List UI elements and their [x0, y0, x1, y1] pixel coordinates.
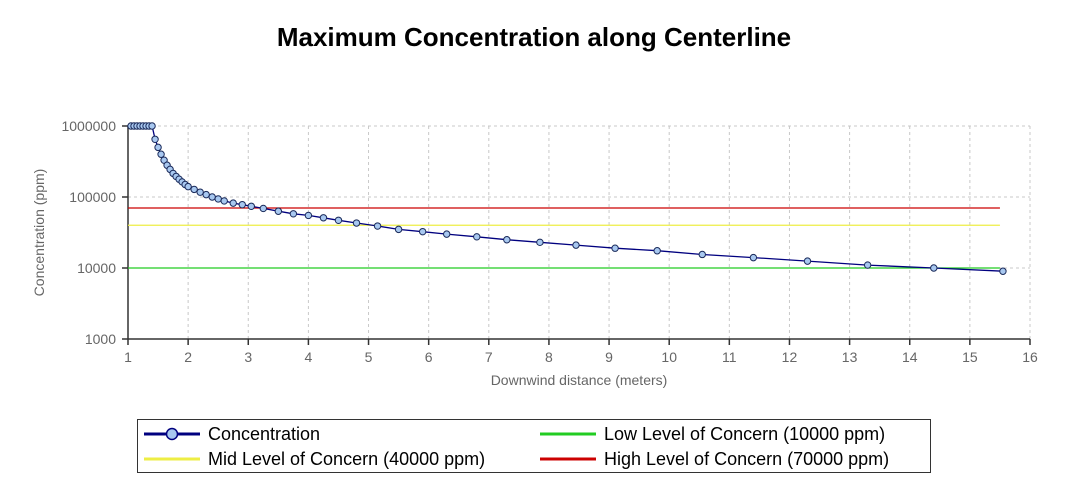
concentration-series — [127, 122, 1007, 275]
concentration-point — [443, 230, 451, 238]
concentration-point — [214, 195, 222, 203]
concentration-point — [151, 135, 159, 143]
x-tick-label: 3 — [244, 349, 252, 365]
concentration-point — [473, 233, 481, 241]
legend-swatch-high — [538, 449, 598, 469]
tick-labels: 1 2 3 4 5 6 7 8 9 10 11 12 13 14 15 1610001000010000010… — [61, 118, 1038, 365]
concentration-point — [196, 188, 204, 196]
concentration-point — [190, 185, 198, 194]
concentration-point — [148, 122, 156, 130]
concentration-point — [184, 182, 192, 191]
concentration-point — [259, 204, 267, 213]
concentration-point — [373, 222, 382, 230]
concentration-point — [247, 202, 255, 210]
y-tick-label: 10000 — [77, 260, 116, 276]
y-tick-label: 100000 — [69, 189, 116, 205]
concentration-point — [930, 264, 938, 272]
y-tick-label: 1000 — [85, 331, 116, 347]
legend-label: Low Level of Concern (10000 ppm) — [604, 423, 886, 444]
legend-label: Mid Level of Concern (40000 ppm) — [208, 448, 486, 469]
legend-swatch-concentration — [142, 424, 202, 444]
x-tick-label: 7 — [485, 349, 493, 365]
concentration-point — [653, 247, 661, 255]
legend-item-concentration: Concentration — [142, 422, 320, 446]
concentration-point — [289, 210, 298, 218]
x-tick-label: 12 — [782, 349, 798, 365]
legend-label: Concentration — [208, 423, 321, 444]
y-axis-label: Concentration (ppm) — [31, 169, 47, 297]
concentration-point — [274, 207, 283, 215]
concentration-point — [863, 261, 872, 269]
x-tick-label: 14 — [902, 349, 918, 365]
concentration-point — [202, 190, 210, 199]
concentration-point — [229, 199, 237, 207]
x-tick-label: 5 — [365, 349, 373, 365]
concentration-point — [157, 150, 165, 158]
concentration-point — [352, 219, 361, 227]
y-tick-label: 1000000 — [61, 118, 116, 134]
legend-swatch-mid — [142, 449, 202, 469]
concentration-point — [999, 267, 1007, 275]
x-axis-label: Downwind distance (meters) — [491, 372, 668, 388]
x-tick-label: 8 — [545, 349, 553, 365]
concentration-point — [220, 197, 228, 205]
concentration-point — [319, 214, 328, 222]
x-tick-label: 15 — [962, 349, 978, 365]
concentration-point — [698, 250, 706, 259]
concentration-point — [749, 253, 758, 262]
level-of-concern-lines — [128, 207, 1000, 269]
concentration-point — [418, 227, 427, 236]
x-tick-label: 9 — [605, 349, 613, 365]
concentration-point — [611, 244, 619, 252]
concentration-point — [536, 238, 544, 247]
legend-label: High Level of Concern (70000 ppm) — [604, 448, 890, 469]
concentration-point — [334, 216, 343, 224]
x-tick-label: 11 — [722, 349, 737, 365]
legend-item-high-loc: High Level of Concern (70000 ppm) — [538, 447, 889, 471]
legend-item-mid-loc: Mid Level of Concern (40000 ppm) — [142, 447, 485, 471]
x-tick-label: 13 — [842, 349, 858, 365]
legend: Concentration Low Level of Concern (1000… — [137, 419, 931, 473]
axes — [122, 125, 1031, 345]
concentration-point — [572, 241, 580, 249]
concentration-point — [803, 257, 812, 265]
chart-title: Maximum Concentration along Centerline — [276, 22, 792, 52]
concentration-line — [131, 125, 1003, 272]
legend-item-low-loc: Low Level of Concern (10000 ppm) — [538, 422, 885, 446]
legend-swatch-low — [538, 424, 598, 444]
concentration-point — [503, 236, 511, 244]
x-tick-label: 16 — [1022, 349, 1038, 365]
concentration-point — [394, 225, 403, 234]
concentration-point — [304, 211, 313, 220]
x-tick-label: 1 — [124, 349, 132, 365]
x-tick-label: 10 — [661, 349, 677, 365]
concentration-point — [238, 200, 246, 209]
gridlines — [128, 125, 1031, 339]
x-tick-label: 6 — [425, 349, 433, 365]
concentration-point — [208, 193, 216, 201]
x-tick-label: 4 — [305, 349, 313, 365]
concentration-point — [154, 143, 162, 152]
x-tick-label: 2 — [184, 349, 192, 365]
